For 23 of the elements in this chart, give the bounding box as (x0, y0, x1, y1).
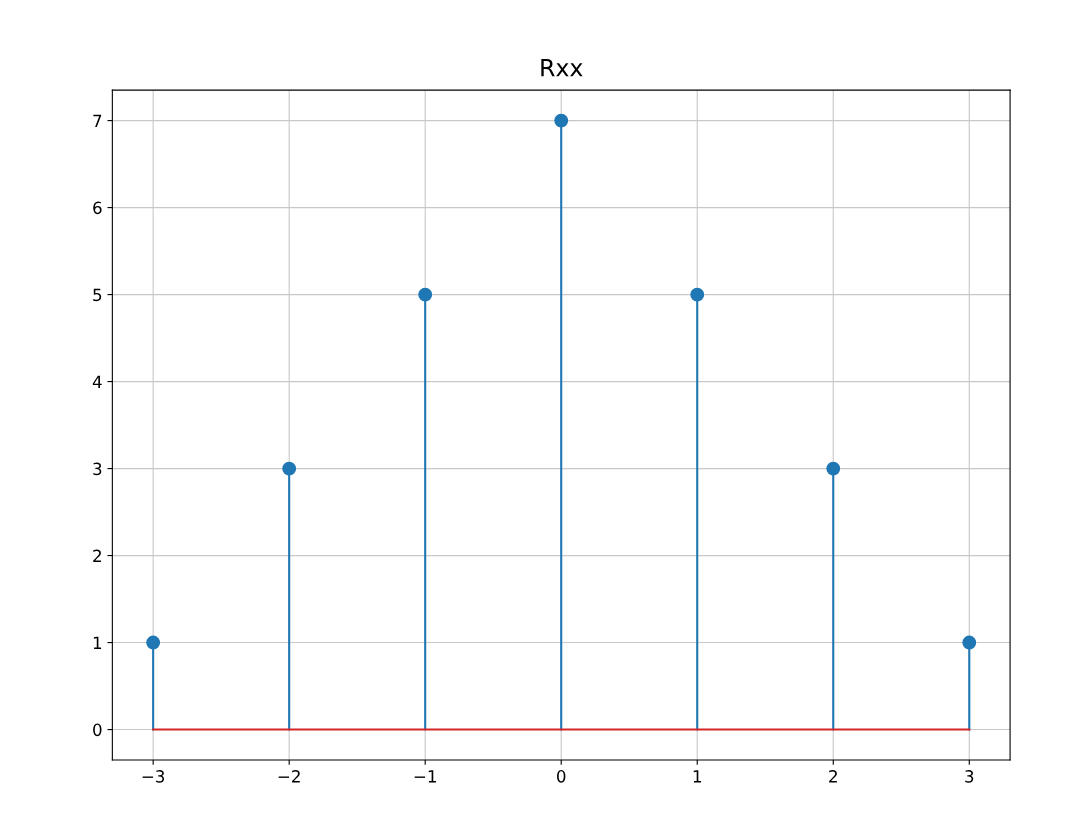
x-tick-label: 3 (965, 770, 974, 783)
x-tick-label: 2 (829, 770, 837, 783)
x-tick-label: −1 (414, 770, 436, 783)
point (418, 287, 433, 302)
x-tick-label: 1 (693, 770, 701, 783)
point (962, 635, 977, 650)
y-tick-label: 3 (93, 462, 102, 476)
point (554, 113, 569, 128)
x-tick-label: −2 (278, 770, 300, 783)
x-tick-label: −3 (142, 770, 165, 783)
y-tick-label: 5 (93, 288, 102, 302)
point (826, 461, 841, 476)
point (690, 287, 705, 302)
chart-title: Rxx (541, 59, 583, 77)
y-tick-label: 0 (93, 723, 102, 737)
y-tick-label: 7 (93, 114, 102, 127)
y-tick-label: 1 (93, 636, 102, 649)
point (146, 635, 161, 650)
point (282, 461, 297, 476)
y-tick-label: 6 (93, 201, 102, 215)
x-tick-label: 0 (557, 770, 566, 783)
y-tick-label: 4 (92, 375, 102, 388)
y-tick-label: 2 (93, 549, 101, 562)
